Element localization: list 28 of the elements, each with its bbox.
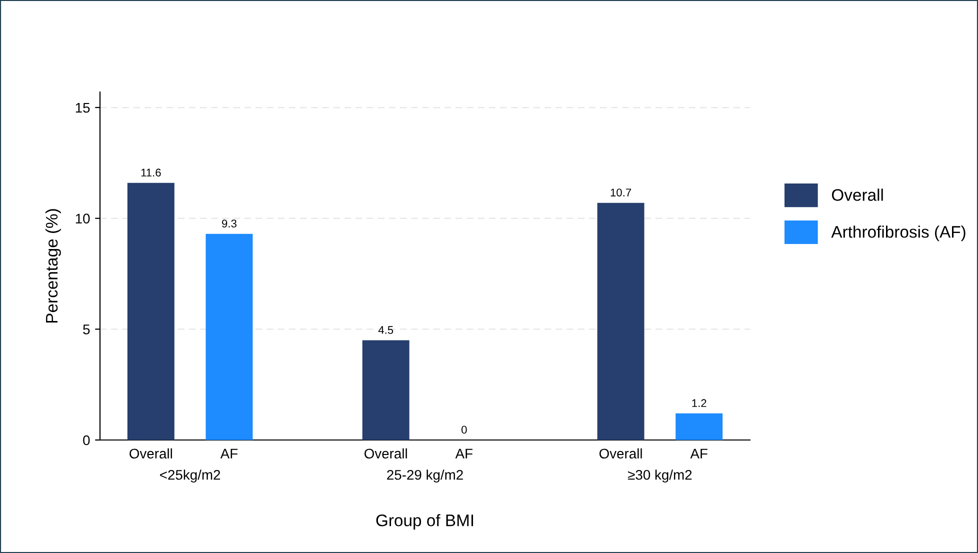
bar <box>206 234 253 440</box>
text: <25kg/m2 <box>160 470 220 483</box>
data-label: 10.7 <box>610 188 632 196</box>
bar <box>362 340 410 440</box>
bar <box>127 182 174 440</box>
y-tick-label: 0 <box>83 435 90 446</box>
text: 25-29 kg/m2 <box>387 470 463 483</box>
data-label: 4.5 <box>378 326 394 334</box>
data-label: 1.2 <box>692 399 706 407</box>
x-axis-title: Group of BMI <box>376 514 474 530</box>
data-label: 0 <box>462 426 467 434</box>
bar <box>597 202 644 440</box>
x-tick-label: Overall <box>130 448 172 459</box>
x-tick-label: Overall <box>364 448 407 459</box>
y-tick-label: 5 <box>83 324 90 334</box>
x-tick-label: AF <box>455 448 472 458</box>
data-label: 9.3 <box>222 220 236 228</box>
text: ≥30 kg/m2 <box>628 470 692 483</box>
y-tick-label: 15 <box>76 102 90 113</box>
x-tick-label: AF <box>220 448 238 458</box>
x-tick-label: Overall <box>599 448 642 459</box>
x-tick-label: AF <box>690 448 708 458</box>
data-label: 11.6 <box>141 168 161 177</box>
y-tick-label: 10 <box>76 214 90 224</box>
y-axis-title: Percentage (%) <box>45 209 61 323</box>
legend-label: Arthrofibrosis (AF) <box>831 226 966 242</box>
legend-label: Overall <box>832 188 883 201</box>
bar <box>676 413 723 440</box>
